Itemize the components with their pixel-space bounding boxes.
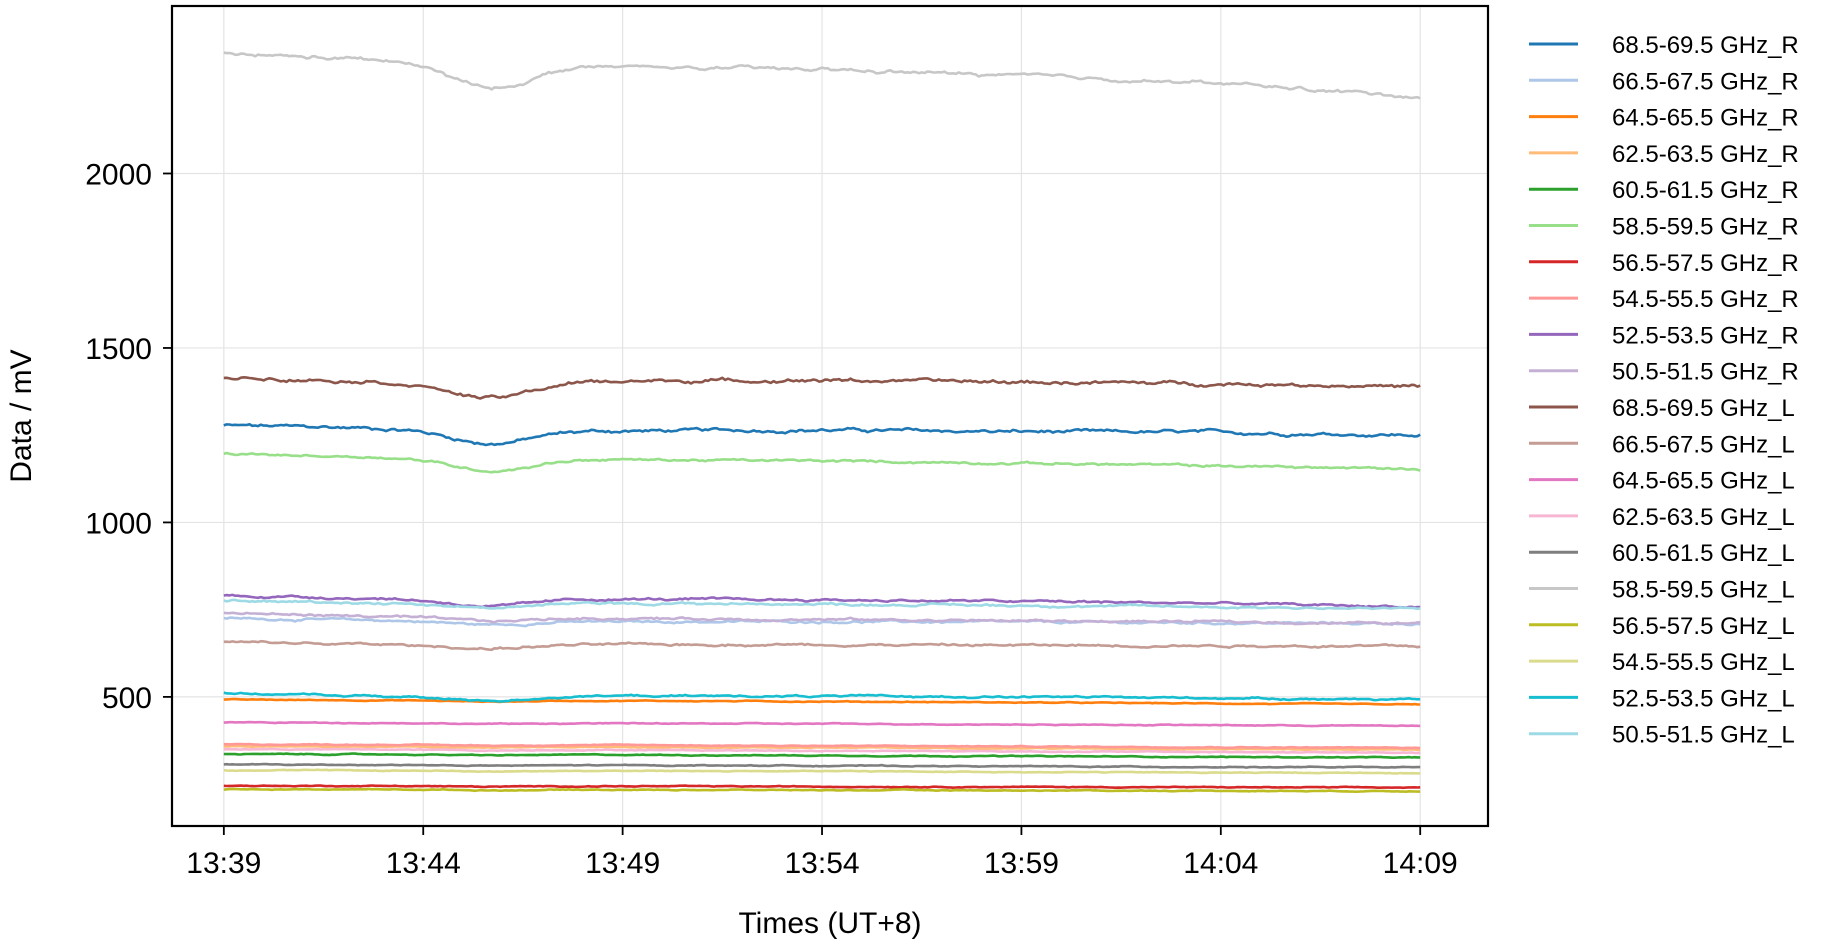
legend-label: 62.5-63.5 GHz_R [1612,141,1799,168]
legend-label: 54.5-55.5 GHz_R [1612,286,1799,313]
grid-lines [172,6,1488,826]
series-line [223,742,1421,750]
y-tick-label: 500 [102,682,152,715]
x-tick-label: 13:39 [186,847,261,880]
legend-label: 52.5-53.5 GHz_R [1612,322,1799,349]
y-tick-label: 1000 [85,507,152,540]
legend-label: 58.5-59.5 GHz_R [1612,214,1799,241]
axis-ticks: 13:39 13:44 13:49 13:54 13:59 14:04 14:09 500 10… [85,158,1457,880]
legend-label: 54.5-55.5 GHz_L [1612,649,1795,676]
x-tick-label: 13:49 [585,847,660,880]
x-tick-label: 13:59 [984,847,1059,880]
x-tick-label: 13:44 [386,847,461,880]
series-line [223,422,1421,447]
series-line [223,691,1421,703]
series-line [223,593,1421,609]
legend-label: 58.5-59.5 GHz_L [1612,577,1795,604]
legend-label: 56.5-57.5 GHz_L [1612,613,1795,640]
y-tick-label: 1500 [85,333,152,366]
legend-label: 60.5-61.5 GHz_L [1612,540,1795,567]
x-tick-label: 14:04 [1183,847,1258,880]
series-line [223,747,1421,755]
series-line [223,611,1421,626]
series-line [223,744,1421,752]
series-line [223,752,1421,760]
legend-label: 52.5-53.5 GHz_L [1612,685,1795,712]
legend-label: 56.5-57.5 GHz_R [1612,250,1799,277]
series-line [223,784,1421,790]
series-line [223,697,1421,706]
series-line [223,768,1421,775]
series-line [223,639,1421,652]
x-axis-title: Times (UT+8) [738,907,921,940]
x-tick-label: 14:09 [1383,847,1458,880]
legend-label: 60.5-61.5 GHz_R [1612,177,1799,204]
legend-label: 64.5-65.5 GHz_R [1612,105,1799,132]
series-line [223,616,1421,628]
legend-label: 66.5-67.5 GHz_L [1612,431,1795,458]
series-line [223,598,1421,611]
series-line [223,787,1421,794]
series-lines [223,51,1421,794]
legend: 68.5-69.5 GHz_R 66.5-67.5 GHz_R 64.5-65.5 … [1529,32,1799,749]
legend-label: 64.5-65.5 GHz_L [1612,468,1795,495]
y-axis-title: Data / mV [5,349,38,482]
legend-label: 68.5-69.5 GHz_L [1612,395,1795,422]
legend-label: 68.5-69.5 GHz_R [1612,32,1799,59]
plot-frame [170,4,1490,828]
series-line [223,51,1421,100]
series-line [223,762,1421,769]
y-tick-label: 2000 [85,158,152,191]
x-tick-label: 13:54 [784,847,859,880]
series-line [223,720,1421,728]
series-line [223,451,1421,474]
series-line [223,375,1421,400]
legend-label: 50.5-51.5 GHz_L [1612,722,1795,749]
legend-label: 62.5-63.5 GHz_L [1612,504,1795,531]
legend-label: 66.5-67.5 GHz_R [1612,68,1799,95]
legend-label: 50.5-51.5 GHz_R [1612,359,1799,386]
